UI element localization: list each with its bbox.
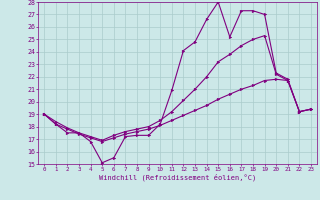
X-axis label: Windchill (Refroidissement éolien,°C): Windchill (Refroidissement éolien,°C)	[99, 173, 256, 181]
